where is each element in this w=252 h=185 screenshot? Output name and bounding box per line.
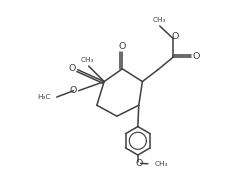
Text: O: O (135, 159, 142, 168)
Text: O: O (69, 64, 76, 73)
Text: CH₃: CH₃ (81, 57, 94, 63)
Text: O: O (172, 32, 179, 41)
Text: O: O (193, 53, 200, 61)
Text: CH₃: CH₃ (155, 161, 168, 167)
Text: H₃C: H₃C (38, 94, 51, 100)
Text: O: O (70, 86, 77, 95)
Text: O: O (119, 42, 126, 51)
Text: CH₃: CH₃ (153, 17, 167, 23)
